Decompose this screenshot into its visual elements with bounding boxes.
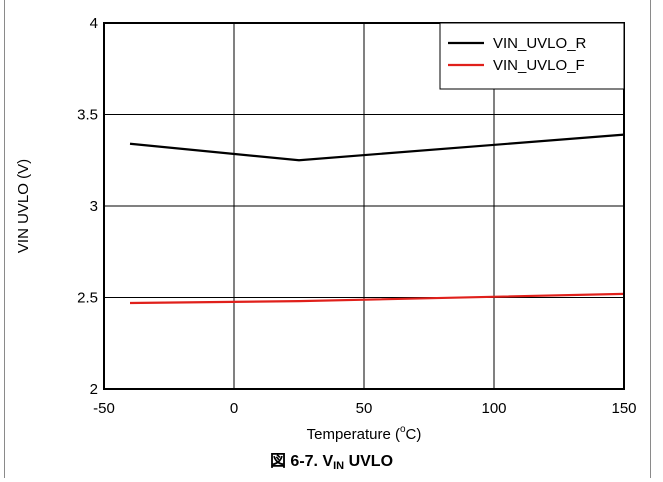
x-tick-label: 100 bbox=[481, 400, 506, 417]
x-tick-labels: -50 0 50 100 150 bbox=[93, 400, 636, 417]
legend: VIN_UVLO_R VIN_UVLO_F bbox=[439, 22, 625, 90]
series-group bbox=[129, 133, 625, 305]
line-chart: -50 0 50 100 150 22.533.54 Temperature (oC) … bbox=[15, 15, 637, 443]
caption-suffix: UVLO bbox=[344, 453, 394, 470]
figure-frame bbox=[4, 0, 651, 478]
x-axis-title: Temperature (oC) bbox=[307, 424, 422, 443]
x-axis-title-main: Temperature ( bbox=[307, 426, 400, 443]
x-tick-label: 0 bbox=[230, 400, 238, 417]
figure-caption: 図 6-7. VIN UVLO bbox=[0, 447, 663, 472]
y-tick-label: 3.5 bbox=[77, 107, 98, 124]
y-tick-label: 4 bbox=[90, 15, 98, 32]
x-tick-label: 150 bbox=[611, 400, 636, 417]
grid-lines bbox=[104, 23, 624, 389]
x-axis-title-unit: C) bbox=[406, 426, 422, 443]
plot-area-border bbox=[103, 22, 625, 390]
x-tick-label: -50 bbox=[93, 400, 115, 417]
caption-prefix: 図 6-7. V bbox=[269, 453, 334, 470]
y-tick-labels: 2 2.5 3 3.5 4 bbox=[77, 15, 98, 398]
y-tick-label: 3 bbox=[90, 198, 98, 215]
series-line-vin-uvlo-r bbox=[129, 133, 625, 162]
x-tick-label: 50 bbox=[356, 400, 373, 417]
y-tick-label: 2 bbox=[90, 381, 98, 398]
y-tick-label: 2.5 bbox=[77, 290, 98, 307]
x-axis-title-degree: o bbox=[400, 424, 406, 435]
legend-box bbox=[439, 22, 625, 90]
legend-label: VIN_UVLO_F bbox=[493, 57, 585, 74]
series-line-vin-uvlo-f bbox=[129, 292, 625, 305]
y-axis-title: VIN UVLO (V) bbox=[15, 159, 32, 253]
legend-label: VIN_UVLO_R bbox=[493, 35, 587, 52]
caption-subscript: IN bbox=[333, 460, 345, 472]
